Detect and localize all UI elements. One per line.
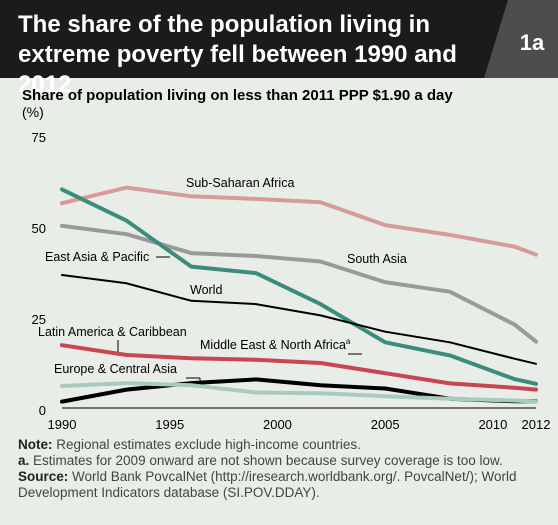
series-line-east-asia-pacific <box>60 187 538 386</box>
x-tick-label: 2000 <box>263 417 292 432</box>
y-axis-unit-label: (%) <box>22 104 44 120</box>
y-tick-label: 0 <box>39 403 46 418</box>
series-line-sub-saharan-africa <box>60 185 538 257</box>
source-line: Source: World Bank PovcalNet (http://ire… <box>18 469 548 501</box>
series-line-europe-central-asia <box>60 381 538 404</box>
x-tick-label: 2010 <box>478 417 507 432</box>
label-sub-saharan-africa: Sub-Saharan Africa <box>186 176 294 190</box>
chart-subtitle: Share of population living on less than … <box>22 87 453 104</box>
x-tick-label: 1990 <box>48 417 77 432</box>
series-labels: Sub-Saharan Africa South Asia East Asia … <box>38 176 407 383</box>
mena-label-text: Middle East & North Africa <box>200 338 346 352</box>
figure-title: The share of the population living in ex… <box>18 11 457 98</box>
tick-labels: 0 25 50 75 1990 1995 2000 2005 2010 2012 <box>32 130 551 432</box>
x-tick-label: 1995 <box>155 417 184 432</box>
source-label: Source: <box>18 469 69 484</box>
series-line-south-asia <box>60 223 538 344</box>
y-tick-label: 75 <box>32 130 46 145</box>
note-line: Note: Regional estimates exclude high-in… <box>18 437 548 453</box>
x-tick-label: 2012 <box>522 417 551 432</box>
note-label: Note: <box>18 437 53 452</box>
footnote-a: a. Estimates for 2009 onward are not sho… <box>18 453 548 469</box>
chart-notes: Note: Regional estimates exclude high-in… <box>18 437 548 501</box>
title-band-background <box>0 0 558 78</box>
x-tick-label: 2005 <box>371 417 400 432</box>
label-south-asia: South Asia <box>347 252 407 266</box>
title-band <box>0 0 558 78</box>
line-chart: 0 25 50 75 1990 1995 2000 2005 2010 2012 Sub-Saha… <box>32 130 551 432</box>
label-middle-east-north-africa: Middle East & North Africaa <box>200 337 351 352</box>
label-east-asia-pacific: East Asia & Pacific <box>45 250 149 264</box>
label-world: World <box>190 283 222 297</box>
y-tick-label: 50 <box>32 221 46 236</box>
series-line-world <box>61 274 537 365</box>
footnote-a-label: a. <box>18 453 30 468</box>
source-text: World Bank PovcalNet (http://iresearch.w… <box>18 469 517 500</box>
label-latin-america-caribbean: Latin America & Caribbean <box>38 325 187 339</box>
label-europe-central-asia: Europe & Central Asia <box>54 362 177 376</box>
mena-footnote-marker: a <box>346 337 351 346</box>
note-text: Regional estimates exclude high-income c… <box>52 437 361 452</box>
series-line-latin-america-caribbean <box>60 343 538 392</box>
y-tick-label: 25 <box>32 312 46 327</box>
figure-number-badge: 1a <box>519 30 545 55</box>
badge-panel <box>484 0 558 78</box>
footnote-a-text: Estimates for 2009 onward are not shown … <box>29 453 503 468</box>
series-lines <box>60 185 538 404</box>
